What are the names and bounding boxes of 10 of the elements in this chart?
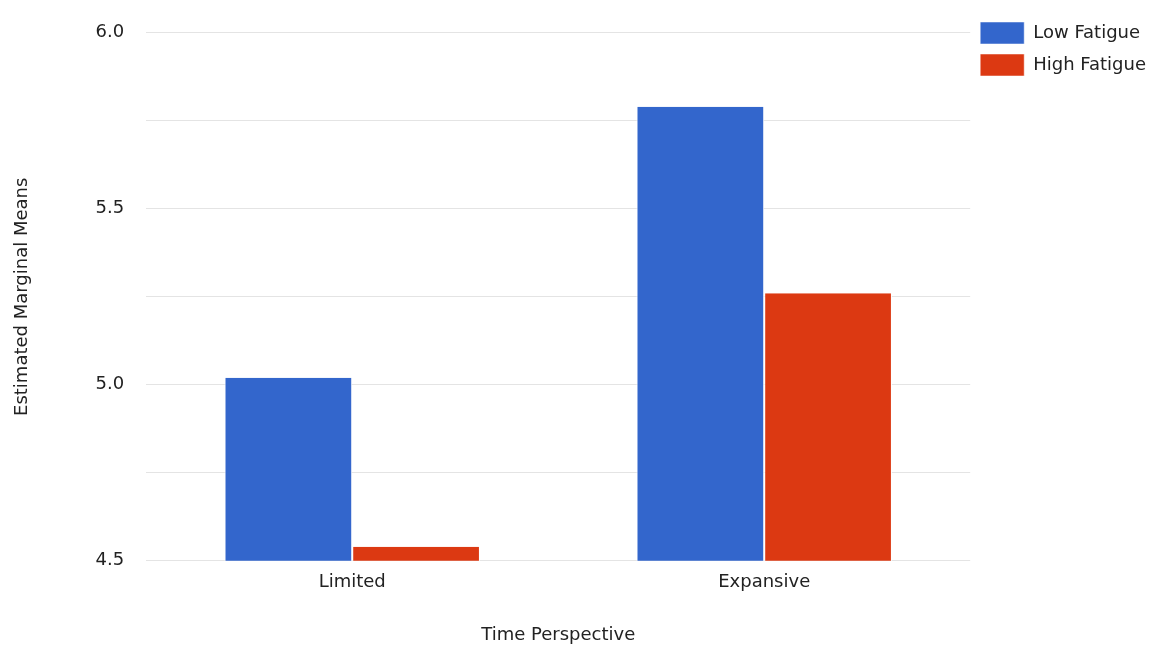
y-tick-label: 5.5 (95, 196, 125, 218)
y-axis-title: Estimated Marginal Means (10, 177, 32, 416)
y-tick-label: 4.5 (95, 548, 125, 570)
legend-label: Low Fatigue (1033, 20, 1141, 42)
x-tick-label: Limited (318, 570, 386, 592)
x-tick-label: Expansive (718, 570, 811, 592)
y-tick-label: 6.0 (95, 20, 125, 42)
x-axis-title: Time Perspective (480, 622, 636, 644)
legend-label: High Fatigue (1033, 52, 1147, 74)
y-tick-label: 5.0 (95, 372, 125, 394)
